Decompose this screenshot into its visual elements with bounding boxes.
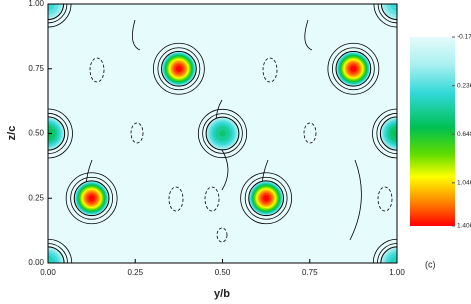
plot-area (48, 4, 397, 263)
contour-line (70, 176, 114, 220)
peak-level (350, 65, 357, 72)
y-axis-title: z/c (6, 126, 18, 141)
colorbar (410, 37, 455, 226)
contour-line (73, 180, 110, 217)
peak-level (48, 255, 56, 263)
x-tick-label: 0.75 (302, 268, 318, 277)
contour-line (327, 42, 380, 95)
contour-line (197, 108, 248, 159)
peak-level (175, 65, 183, 72)
peak-level (389, 255, 397, 263)
dashed-contours (89, 57, 393, 243)
contour-line (205, 116, 240, 151)
peak-level (390, 4, 397, 11)
contour-line (240, 172, 293, 225)
y-tick-label: 0.50 (28, 129, 44, 138)
colorbar-tick-label: 0.6407 (457, 131, 471, 138)
x-tick-label: 0.50 (215, 268, 231, 277)
x-tick-label: 0.00 (40, 268, 56, 277)
x-tick-label: 1.00 (389, 268, 405, 277)
x-axis-title: y/b (214, 288, 230, 300)
colorbar-tick-label: -0.1700 (457, 34, 471, 41)
contour-line (331, 47, 375, 91)
peak-level (262, 195, 270, 202)
peak-level (88, 195, 95, 202)
peak-level (392, 129, 397, 138)
contour-line (202, 113, 243, 154)
annotation: (c) (425, 259, 436, 269)
peak-level (219, 130, 226, 137)
y-tick-label: 0.00 (28, 258, 44, 267)
x-tick-label: 0.25 (127, 268, 143, 277)
y-tick-label: 1.00 (28, 0, 44, 8)
colorbar-tick-label: 1.046 (457, 180, 471, 187)
y-tick-label: 0.75 (28, 64, 44, 73)
colorbar-tick-label: 1.406 (457, 223, 471, 230)
contour-line (48, 112, 69, 155)
contour-line (48, 116, 66, 151)
y-tick-label: 0.25 (28, 193, 44, 202)
contour-line (244, 176, 288, 220)
peak-level (48, 4, 55, 11)
contour-line (48, 108, 73, 159)
contour-line (157, 47, 201, 91)
contour-line (65, 172, 118, 225)
contour-line (160, 50, 197, 87)
contour-line (248, 180, 285, 217)
contour-line (152, 42, 205, 95)
colorbar-tick-label: 0.2363 (457, 82, 471, 89)
contour-line (335, 50, 372, 87)
